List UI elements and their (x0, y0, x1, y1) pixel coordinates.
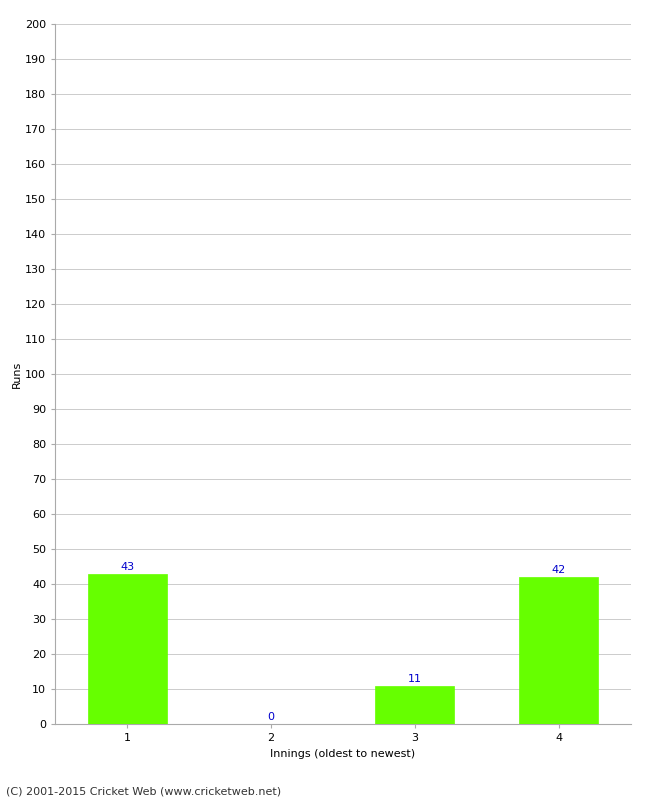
Bar (519, 577, 598, 724)
Y-axis label: Runs: Runs (12, 360, 22, 388)
Text: 43: 43 (120, 562, 134, 572)
Text: 0: 0 (267, 712, 274, 722)
X-axis label: Innings (oldest to newest): Innings (oldest to newest) (270, 749, 415, 758)
Text: 11: 11 (408, 674, 422, 684)
Bar (375, 686, 454, 724)
Bar (88, 574, 166, 724)
Text: (C) 2001-2015 Cricket Web (www.cricketweb.net): (C) 2001-2015 Cricket Web (www.cricketwe… (6, 786, 281, 796)
Text: 42: 42 (551, 566, 566, 575)
